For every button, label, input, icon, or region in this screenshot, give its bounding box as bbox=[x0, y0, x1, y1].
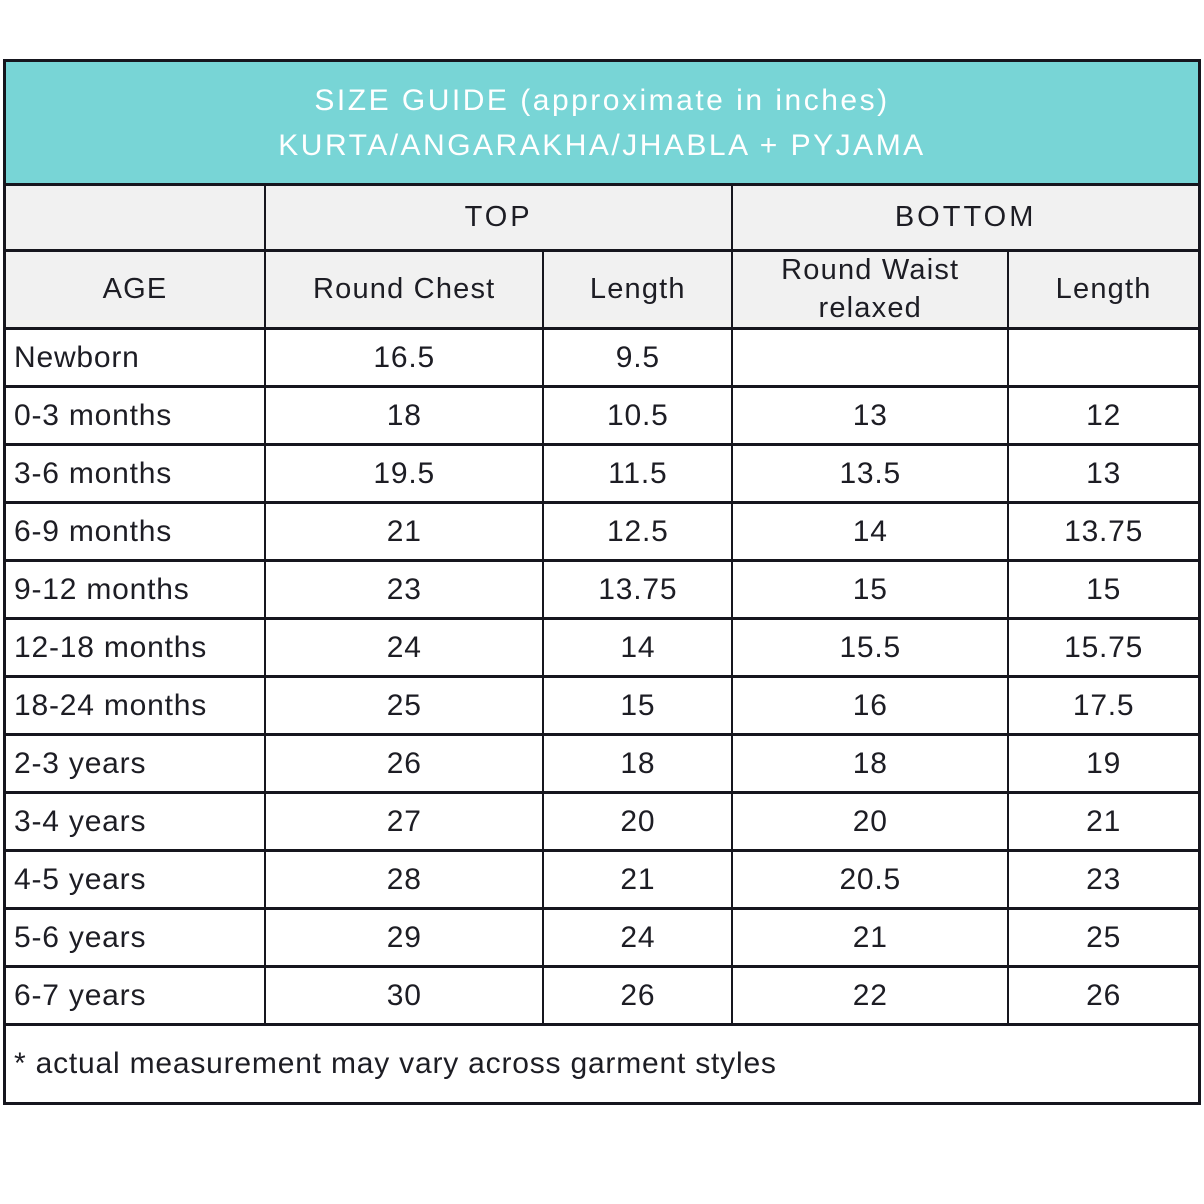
measurement-cell: 21 bbox=[731, 907, 1010, 969]
age-cell: 6-7 years bbox=[3, 965, 266, 1027]
table-row: 6-9 months 21 12.5 14 13.75 bbox=[3, 501, 1201, 563]
measurement-cell: 19.5 bbox=[263, 443, 545, 505]
measurement-cell: 18 bbox=[263, 385, 545, 447]
measurement-cell: 15 bbox=[1007, 559, 1201, 621]
age-cell: 3-6 months bbox=[3, 443, 266, 505]
age-cell: 6-9 months bbox=[3, 501, 266, 563]
title-line-2: KURTA/ANGARAKHA/JHABLA + PYJAMA bbox=[278, 128, 926, 162]
measurement-cell: 17.5 bbox=[1007, 675, 1201, 737]
measurement-cell: 23 bbox=[263, 559, 545, 621]
table-row: 18-24 months 25 15 16 17.5 bbox=[3, 675, 1201, 737]
column-header-top-length: Length bbox=[542, 248, 734, 331]
measurement-cell: 12.5 bbox=[542, 501, 734, 563]
measurement-cell: 21 bbox=[263, 501, 545, 563]
measurement-cell: 10.5 bbox=[542, 385, 734, 447]
age-cell: 4-5 years bbox=[3, 849, 266, 911]
measurement-cell: 24 bbox=[263, 617, 545, 679]
table-row: 6-7 years 30 26 22 26 bbox=[3, 965, 1201, 1027]
footnote-row: * actual measurement may vary across gar… bbox=[3, 1023, 1201, 1106]
measurement-cell: 12 bbox=[1007, 385, 1201, 447]
group-header-bottom: BOTTOM bbox=[731, 183, 1201, 252]
measurement-cell: 20.5 bbox=[731, 849, 1010, 911]
measurement-cell: 16.5 bbox=[263, 327, 545, 389]
measurement-cell: 18 bbox=[731, 733, 1010, 795]
table-row: 4-5 years 28 21 20.5 23 bbox=[3, 849, 1201, 911]
title-row: SIZE GUIDE (approximate in inches) KURTA… bbox=[3, 59, 1201, 186]
group-header-row: TOP BOTTOM bbox=[3, 183, 1201, 252]
measurement-cell: 14 bbox=[542, 617, 734, 679]
age-cell: Newborn bbox=[3, 327, 266, 389]
table-row: 2-3 years 26 18 18 19 bbox=[3, 733, 1201, 795]
measurement-cell: 13.75 bbox=[1007, 501, 1201, 563]
measurement-cell: 14 bbox=[731, 501, 1010, 563]
column-header-row: AGE Round Chest Length Round Waist relax… bbox=[3, 248, 1201, 331]
measurement-cell: 13 bbox=[1007, 443, 1201, 505]
table-row: 0-3 months 18 10.5 13 12 bbox=[3, 385, 1201, 447]
measurement-cell: 16 bbox=[731, 675, 1010, 737]
table-title: SIZE GUIDE (approximate in inches) KURTA… bbox=[3, 59, 1201, 186]
column-header-bottom-length: Length bbox=[1007, 248, 1201, 331]
measurement-cell: 21 bbox=[1007, 791, 1201, 853]
age-cell: 12-18 months bbox=[3, 617, 266, 679]
measurement-cell: 23 bbox=[1007, 849, 1201, 911]
age-cell: 3-4 years bbox=[3, 791, 266, 853]
measurement-cell: 27 bbox=[263, 791, 545, 853]
measurement-cell: 25 bbox=[263, 675, 545, 737]
measurement-cell: 25 bbox=[1007, 907, 1201, 969]
age-cell: 9-12 months bbox=[3, 559, 266, 621]
title-line-1: SIZE GUIDE (approximate in inches) bbox=[314, 83, 890, 117]
measurement-cell: 19 bbox=[1007, 733, 1201, 795]
age-cell: 2-3 years bbox=[3, 733, 266, 795]
measurement-cell: 26 bbox=[1007, 965, 1201, 1027]
table-row: 5-6 years 29 24 21 25 bbox=[3, 907, 1201, 969]
measurement-cell: 22 bbox=[731, 965, 1010, 1027]
age-cell: 5-6 years bbox=[3, 907, 266, 969]
measurement-cell: 20 bbox=[731, 791, 1010, 853]
group-header-empty bbox=[3, 183, 266, 252]
measurement-cell: 21 bbox=[542, 849, 734, 911]
footnote: * actual measurement may vary across gar… bbox=[3, 1023, 1201, 1106]
size-table-body: Newborn 16.5 9.5 0-3 months 18 10.5 13 12 3-6 mo… bbox=[3, 327, 1201, 1027]
measurement-cell: 30 bbox=[263, 965, 545, 1027]
measurement-cell: 28 bbox=[263, 849, 545, 911]
measurement-cell bbox=[731, 327, 1010, 389]
measurement-cell: 15 bbox=[731, 559, 1010, 621]
age-cell: 18-24 months bbox=[3, 675, 266, 737]
measurement-cell: 18 bbox=[542, 733, 734, 795]
age-cell: 0-3 months bbox=[3, 385, 266, 447]
table-row: 3-6 months 19.5 11.5 13.5 13 bbox=[3, 443, 1201, 505]
measurement-cell bbox=[1007, 327, 1201, 389]
measurement-cell: 11.5 bbox=[542, 443, 734, 505]
measurement-cell: 29 bbox=[263, 907, 545, 969]
column-header-round-chest: Round Chest bbox=[263, 248, 545, 331]
table-row: 9-12 months 23 13.75 15 15 bbox=[3, 559, 1201, 621]
measurement-cell: 15.5 bbox=[731, 617, 1010, 679]
measurement-cell: 9.5 bbox=[542, 327, 734, 389]
measurement-cell: 26 bbox=[263, 733, 545, 795]
table-row: Newborn 16.5 9.5 bbox=[3, 327, 1201, 389]
group-header-top: TOP bbox=[263, 183, 734, 252]
measurement-cell: 20 bbox=[542, 791, 734, 853]
table-row: 3-4 years 27 20 20 21 bbox=[3, 791, 1201, 853]
table-row: 12-18 months 24 14 15.5 15.75 bbox=[3, 617, 1201, 679]
column-header-age: AGE bbox=[3, 248, 266, 331]
measurement-cell: 13.5 bbox=[731, 443, 1010, 505]
column-header-round-waist: Round Waist relaxed bbox=[731, 248, 1010, 331]
size-guide-table: SIZE GUIDE (approximate in inches) KURTA… bbox=[3, 59, 1201, 1106]
measurement-cell: 26 bbox=[542, 965, 734, 1027]
measurement-cell: 15.75 bbox=[1007, 617, 1201, 679]
measurement-cell: 15 bbox=[542, 675, 734, 737]
measurement-cell: 24 bbox=[542, 907, 734, 969]
measurement-cell: 13.75 bbox=[542, 559, 734, 621]
measurement-cell: 13 bbox=[731, 385, 1010, 447]
